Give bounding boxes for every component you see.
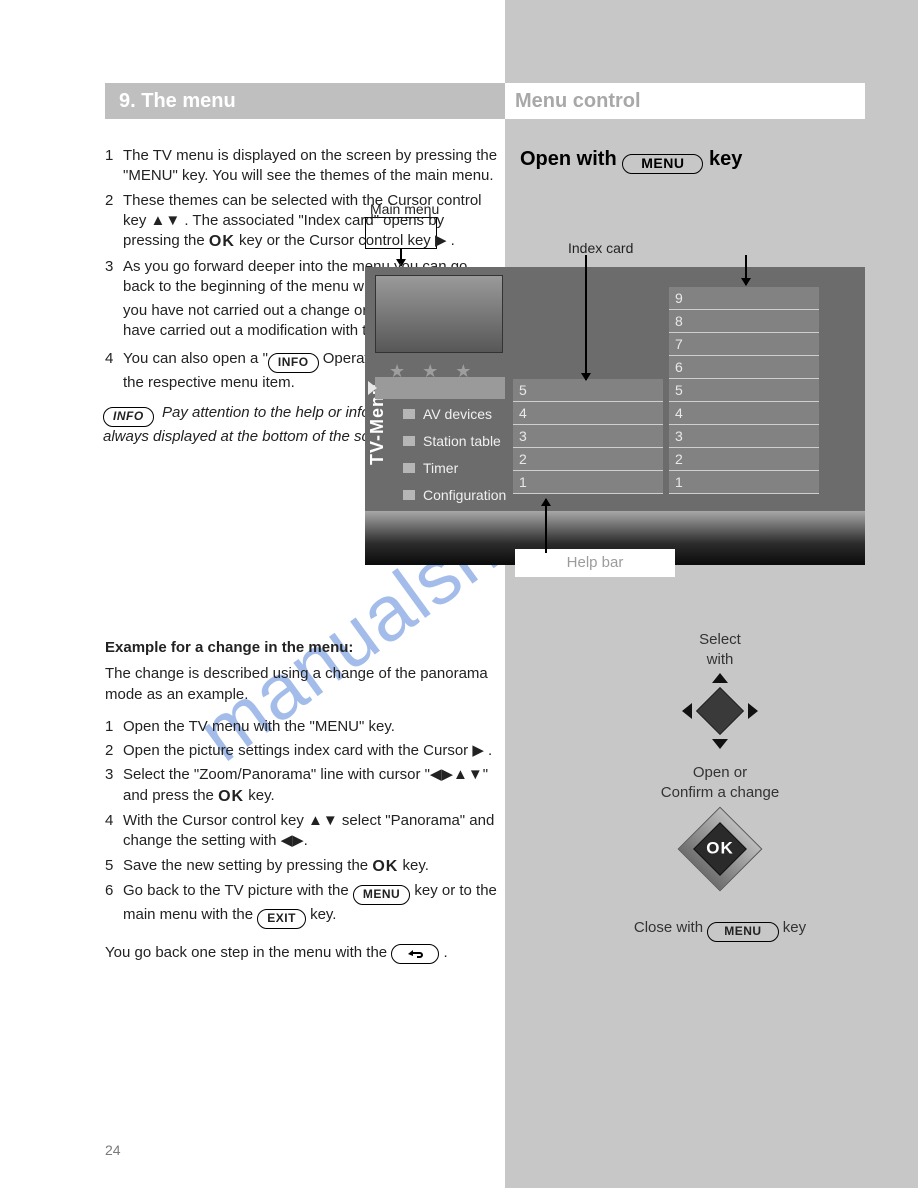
info-pill: INFO [103, 407, 154, 427]
cell: 9 [669, 287, 819, 310]
bullet: 6 [105, 881, 123, 929]
menu-open-heading: Open with MENU key [520, 146, 900, 174]
ok-icon: OK [218, 788, 244, 805]
step-3: Select the "Zoom/Panorama" line with cur… [123, 765, 500, 807]
tv-selected-row [375, 377, 505, 399]
menu-item-label: Configuration [423, 486, 506, 505]
select-line2: with [570, 650, 870, 670]
cell: 1 [513, 471, 663, 494]
ok-diamond-icon: OK [678, 807, 762, 891]
cell: 8 [669, 310, 819, 333]
nav-diamond-icon [688, 679, 752, 743]
bullet: 3 [105, 765, 123, 807]
bullet: 1 [105, 146, 123, 187]
step-5: Save the new setting by pressing the OK … [123, 856, 500, 878]
bullet: 5 [105, 856, 123, 878]
upper-para-2: These themes can be selected with the Cu… [123, 191, 500, 253]
cell: 2 [669, 448, 819, 471]
step-6: Go back to the TV picture with the MENU … [123, 881, 500, 929]
close-with-block: Close with MENU key [570, 918, 870, 942]
tv-thumb [375, 275, 503, 353]
step-1: Open the TV menu with the "MENU" key. [123, 717, 500, 737]
upper-para-1: The TV menu is displayed on the screen b… [123, 146, 500, 187]
menu-sq-icon [403, 436, 415, 446]
back-icon [391, 944, 439, 964]
close-line2: key [783, 919, 806, 936]
menu-sq-icon [403, 490, 415, 500]
menu-item-label: AV devices [423, 405, 492, 424]
back-note: You go back one step in the menu with th… [105, 943, 500, 964]
arrow-to-col2 [745, 255, 747, 285]
menu-sq-icon [403, 463, 415, 473]
bullet: 4 [105, 811, 123, 852]
bullet: 2 [105, 191, 123, 253]
page-number: 24 [105, 1141, 121, 1160]
cell: 5 [513, 379, 663, 402]
index-card-col-2: 9 8 7 6 5 4 3 2 1 [669, 287, 819, 494]
nav-select-block: Select with Open or Confirm a change OK [570, 630, 870, 905]
section-header-right: Menu control [505, 83, 865, 119]
menu-item-label: Timer [423, 459, 458, 478]
right-column-bg [505, 0, 918, 1188]
lower-text-block: Example for a change in the menu: The ch… [105, 638, 500, 970]
select-line1: Select [570, 630, 870, 650]
arrow-to-col1 [585, 255, 587, 380]
cell: 1 [669, 471, 819, 494]
menu-pill: MENU [622, 154, 703, 174]
bullet: 1 [105, 717, 123, 737]
ok-icon: OK [372, 858, 398, 875]
confirm-line1: Open or [570, 763, 870, 783]
ok-label: OK [706, 838, 734, 861]
cell: 3 [669, 425, 819, 448]
menu-item: Configuration [403, 486, 523, 505]
cell: 4 [513, 402, 663, 425]
menu-pill: MENU [353, 885, 410, 905]
index-card-label: Index card [568, 239, 633, 258]
cell: 3 [513, 425, 663, 448]
step-4: With the Cursor control key ▲▼ select "P… [123, 811, 500, 852]
cell: 7 [669, 333, 819, 356]
section-header-left: 9. The menu [105, 83, 505, 119]
example-heading: Example for a change in the menu: [105, 638, 500, 658]
menu-item: Station table [403, 432, 523, 451]
page-footer: 24 [105, 1141, 805, 1160]
cell: 4 [669, 402, 819, 425]
menu-item-label: Station table [423, 432, 501, 451]
tv-menu-screenshot: ★ ★ ★ TV-Menu AV devices Station table T… [365, 267, 865, 565]
bullet: 2 [105, 741, 123, 761]
confirm-line2: Confirm a change [570, 783, 870, 803]
example-intro: The change is described using a change o… [105, 664, 500, 705]
help-bar-label: Help bar [515, 549, 675, 577]
bullet: 3 [105, 257, 123, 346]
arrow-from-help [545, 499, 547, 553]
section-header: 9. The menu Menu control [105, 83, 865, 119]
step-2: Open the picture settings index card wit… [123, 741, 500, 761]
bullet: 4 [105, 349, 123, 393]
cell: 2 [513, 448, 663, 471]
open-with-key: key [709, 148, 742, 170]
close-line1: Close with [634, 919, 703, 936]
exit-pill: EXIT [257, 909, 306, 929]
menu-item: AV devices [403, 405, 523, 424]
ok-icon: OK [209, 233, 235, 250]
open-with-text: Open with [520, 148, 617, 170]
cell: 5 [669, 379, 819, 402]
menu-pill: MENU [707, 922, 778, 942]
info-pill: INFO [268, 353, 319, 373]
index-card-col-1: 5 4 3 2 1 [513, 379, 663, 494]
menu-item: Timer [403, 459, 523, 478]
cell: 6 [669, 356, 819, 379]
menu-sq-icon [403, 409, 415, 419]
